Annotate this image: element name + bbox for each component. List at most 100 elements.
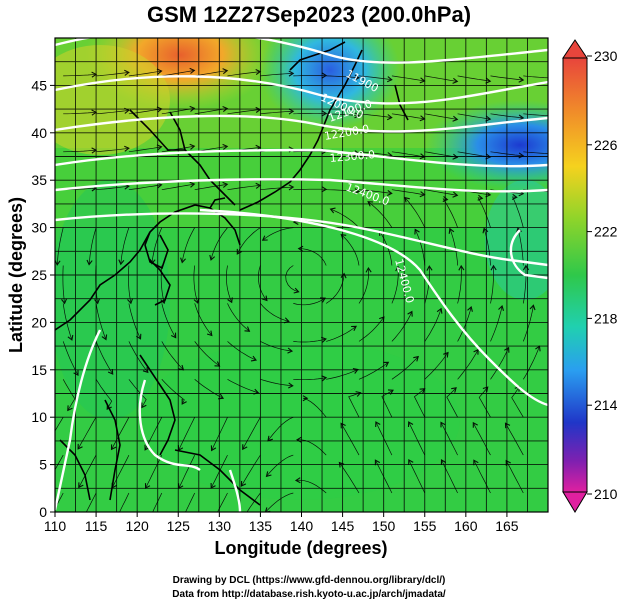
streamline-arrowhead xyxy=(294,477,301,484)
streamline-arrowhead xyxy=(518,152,525,159)
colorbar-ticks: 230 226 222 218 214 210 xyxy=(587,48,618,502)
x-tick-label: 110 xyxy=(44,518,67,534)
streamline-arrowhead xyxy=(419,388,426,394)
streamline xyxy=(210,227,228,260)
streamline xyxy=(111,454,130,488)
streamline xyxy=(88,227,97,265)
streamline xyxy=(62,341,79,376)
streamline xyxy=(161,107,195,115)
colorbar: 230 226 222 218 214 210 xyxy=(562,39,618,513)
streamline-arrowhead xyxy=(374,459,381,466)
streamline-arrowhead xyxy=(338,461,345,468)
streamline xyxy=(293,338,326,343)
streamline xyxy=(442,198,458,228)
streamline-arrowhead xyxy=(321,336,327,343)
contour-label: 12300.0 xyxy=(329,148,375,165)
streamline xyxy=(128,379,147,408)
streamline-arrowhead xyxy=(45,444,50,449)
streamline xyxy=(512,196,524,228)
streamline-arrowhead xyxy=(485,153,492,160)
streamline xyxy=(348,392,361,418)
x-tick-label: 115 xyxy=(85,518,108,534)
streamline-arrowhead xyxy=(351,325,357,332)
streamline-arrowhead xyxy=(407,310,413,317)
streamline xyxy=(161,379,185,405)
streamline-arrowhead xyxy=(118,259,125,266)
streamline-arrowhead xyxy=(451,387,457,393)
streamline-arrowhead xyxy=(250,355,257,362)
streamline xyxy=(473,460,491,494)
streamline-arrowhead xyxy=(419,191,426,198)
streamline xyxy=(408,421,426,456)
streamline-arrowhead xyxy=(101,334,108,341)
streamline-arrowhead xyxy=(124,145,130,152)
streamline xyxy=(194,108,228,115)
streamline-arrowhead xyxy=(110,444,117,451)
streamline xyxy=(522,305,534,342)
streamline xyxy=(226,265,233,303)
streamline xyxy=(326,326,357,342)
streamline-arrowhead xyxy=(485,77,492,84)
streamline xyxy=(298,248,327,266)
streamline-arrowhead xyxy=(504,346,510,353)
streamline xyxy=(55,492,64,510)
streamline-arrowhead xyxy=(136,333,142,340)
streamline xyxy=(227,303,250,332)
streamline xyxy=(85,492,97,512)
y-axis-ticks: 0 5 10 15 20 25 30 35 40 45 xyxy=(31,77,55,520)
streamline xyxy=(128,108,162,115)
streamline xyxy=(194,341,220,367)
colorbar-tick-label: 218 xyxy=(594,310,618,326)
streamline-arrowhead xyxy=(404,196,410,203)
streamline-arrowhead xyxy=(287,347,294,354)
streamline xyxy=(236,227,261,255)
streamline-arrowhead xyxy=(222,143,229,150)
colorbar-tick-label: 230 xyxy=(594,48,618,64)
streamline xyxy=(260,341,293,352)
streamline xyxy=(326,273,345,304)
streamline xyxy=(483,228,491,266)
streamline-arrowhead xyxy=(193,297,200,304)
y-tick-label: 35 xyxy=(31,172,47,188)
streamline-arrowhead xyxy=(227,297,233,304)
streamline-arrowhead xyxy=(156,68,163,75)
streamline-arrowhead xyxy=(144,483,151,490)
streamline-arrowhead xyxy=(552,189,556,194)
y-tick-label: 20 xyxy=(31,314,47,330)
streamline xyxy=(178,417,196,451)
streamline xyxy=(293,297,326,306)
streamline xyxy=(95,341,113,375)
streamline-arrowhead xyxy=(522,264,530,271)
colorbar-tick-label: 210 xyxy=(594,486,618,502)
streamline xyxy=(358,75,392,81)
streamline xyxy=(522,265,527,304)
colorbar-tick-label: 226 xyxy=(594,137,618,153)
streamline xyxy=(358,267,369,304)
streamline-arrowhead xyxy=(180,257,187,264)
streamline xyxy=(78,454,97,488)
streamline-arrowhead xyxy=(189,67,196,74)
streamline-arrowhead xyxy=(113,521,118,526)
streamline xyxy=(424,113,458,120)
streamline-arrowhead xyxy=(340,422,346,429)
streamline-arrowhead xyxy=(86,259,93,266)
streamline xyxy=(478,386,491,418)
map-plot-area: 11900 12000.0 12100.0 12200.0 12300.0 12… xyxy=(45,38,556,526)
streamline-arrowhead xyxy=(387,389,394,395)
streamline xyxy=(293,377,327,381)
streamline-arrowhead xyxy=(340,272,347,279)
streamline-arrowhead xyxy=(189,181,196,188)
streamline-arrowhead xyxy=(395,265,402,272)
streamline-arrowhead xyxy=(458,264,465,271)
streamline xyxy=(424,308,442,342)
streamline-arrowhead xyxy=(379,316,385,322)
streamline-arrowhead xyxy=(244,326,251,332)
streamline-arrowhead xyxy=(127,298,134,305)
streamline-arrowhead xyxy=(214,361,221,367)
streamline-arrowhead xyxy=(297,245,304,252)
streamline xyxy=(63,149,97,153)
streamline-arrowhead xyxy=(472,421,478,428)
streamline-arrowhead xyxy=(383,361,390,368)
streamline-arrowhead xyxy=(283,317,290,324)
streamline xyxy=(295,479,327,494)
